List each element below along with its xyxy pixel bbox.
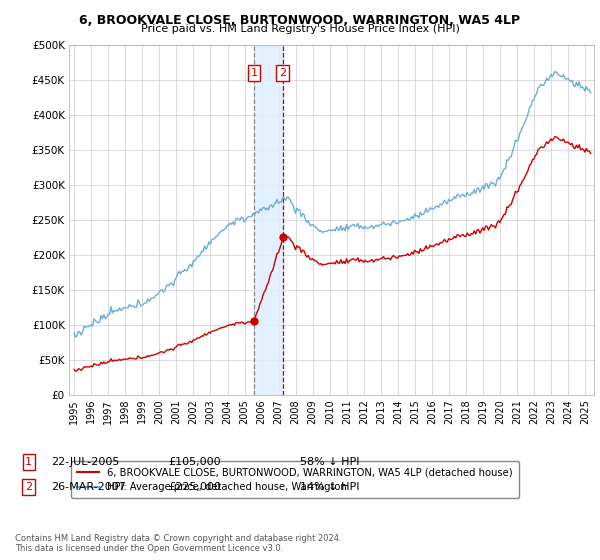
Text: £225,000: £225,000 <box>168 482 221 492</box>
Text: 1: 1 <box>251 68 257 78</box>
Text: 6, BROOKVALE CLOSE, BURTONWOOD, WARRINGTON, WA5 4LP: 6, BROOKVALE CLOSE, BURTONWOOD, WARRINGT… <box>79 14 521 27</box>
Text: £105,000: £105,000 <box>168 457 221 467</box>
Text: 26-MAR-2007: 26-MAR-2007 <box>51 482 126 492</box>
Text: 14% ↓ HPI: 14% ↓ HPI <box>300 482 359 492</box>
Text: 2: 2 <box>25 482 32 492</box>
Text: 22-JUL-2005: 22-JUL-2005 <box>51 457 119 467</box>
Text: 2: 2 <box>279 68 286 78</box>
Text: 58% ↓ HPI: 58% ↓ HPI <box>300 457 359 467</box>
Legend: 6, BROOKVALE CLOSE, BURTONWOOD, WARRINGTON, WA5 4LP (detached house), HPI: Avera: 6, BROOKVALE CLOSE, BURTONWOOD, WARRINGT… <box>71 461 519 498</box>
Text: 1: 1 <box>25 457 32 467</box>
Text: Price paid vs. HM Land Registry's House Price Index (HPI): Price paid vs. HM Land Registry's House … <box>140 24 460 34</box>
Bar <box>254 45 283 395</box>
Text: Contains HM Land Registry data © Crown copyright and database right 2024.
This d: Contains HM Land Registry data © Crown c… <box>15 534 341 553</box>
